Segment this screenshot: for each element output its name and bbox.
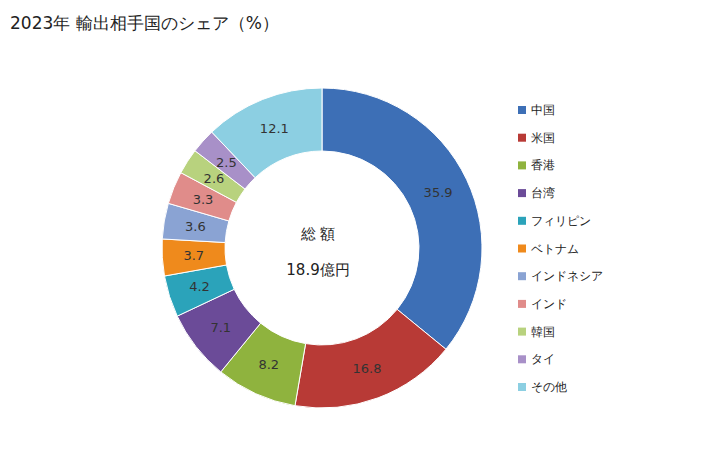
legend-item: 台湾: [518, 186, 555, 200]
legend-label: 米国: [531, 131, 555, 145]
data-label: 3.7: [183, 248, 204, 263]
slice: [295, 309, 446, 408]
legend-item: 香港: [518, 158, 555, 172]
data-label: 16.8: [353, 361, 382, 376]
legend-item: フィリピン: [518, 214, 591, 228]
legend-label: タイ: [531, 352, 555, 366]
chart: 2023年 輸出相手国のシェア（%） 35.9 16.8 8.2 7.1 4.2 3.7 3.…: [0, 0, 728, 450]
legend-label: その他: [531, 380, 567, 394]
legend-swatch: [518, 300, 526, 308]
legend-item: 米国: [518, 131, 555, 145]
legend-item: 中国: [518, 103, 555, 117]
legend-label: ベトナム: [531, 242, 579, 256]
data-label: 12.1: [260, 121, 289, 136]
legend-label: フィリピン: [531, 214, 591, 228]
legend-swatch: [518, 272, 526, 280]
legend-label: 香港: [531, 158, 555, 172]
legend-item: 韓国: [518, 325, 555, 339]
legend-swatch: [518, 189, 526, 197]
data-label: 3.3: [193, 192, 214, 207]
legend-label: インドネシア: [531, 269, 603, 283]
data-label: 7.1: [210, 320, 231, 335]
legend-label: 台湾: [531, 186, 555, 200]
legend-swatch: [518, 328, 526, 336]
legend-item: インド: [518, 297, 567, 311]
legend-label: 韓国: [531, 325, 555, 339]
legend-label: 中国: [531, 103, 555, 117]
legend-item: タイ: [518, 352, 555, 366]
legend-item: インドネシア: [518, 269, 603, 283]
legend: 中国米国香港台湾フィリピンベトナムインドネシアインド韓国タイその他: [518, 103, 603, 394]
legend-swatch: [518, 245, 526, 253]
legend-swatch: [518, 383, 526, 391]
data-label: 8.2: [258, 357, 279, 372]
annotation: 18.9億円: [286, 261, 349, 279]
legend-item: ベトナム: [518, 242, 579, 256]
legend-item: その他: [518, 380, 567, 394]
legend-swatch: [518, 134, 526, 142]
data-labels: 35.9 16.8 8.2 7.1 4.2 3.7 3.6 3.3 2.62.5 12.1: [183, 121, 452, 376]
data-label: 35.9: [424, 185, 453, 200]
data-label: 3.6: [185, 219, 206, 234]
slice: [162, 239, 226, 276]
data-label: 2.6: [204, 171, 225, 186]
donut: [162, 88, 482, 408]
data-label: 4.2: [189, 279, 210, 294]
legend-swatch: [518, 355, 526, 363]
legend-label: インド: [531, 297, 567, 311]
center-text: 総 額 18.9億円: [286, 225, 349, 279]
title: 2023年 輸出相手国のシェア（%）: [10, 13, 279, 33]
slice: [212, 88, 322, 178]
legend-swatch: [518, 217, 526, 225]
legend-swatch: [518, 106, 526, 114]
slice: [322, 88, 482, 349]
legend-swatch: [518, 161, 526, 169]
data-label: 2.5: [216, 155, 237, 170]
annotation: 総 額: [300, 225, 336, 243]
